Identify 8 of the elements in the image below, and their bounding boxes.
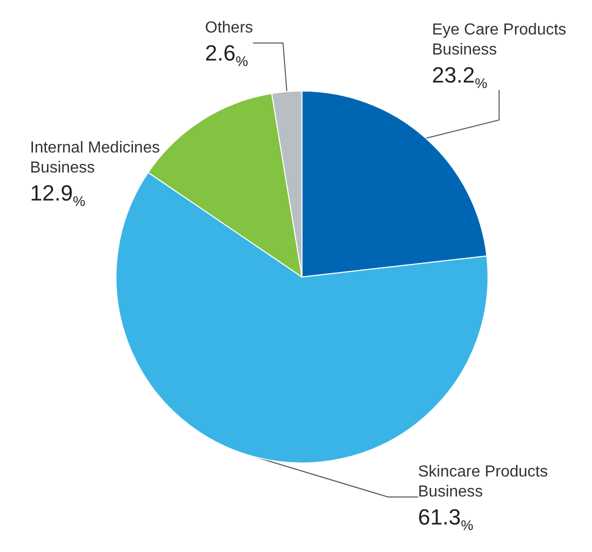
slice-label: Skincare Products Business [418, 464, 548, 500]
slice-label: Others [205, 20, 254, 36]
data-label: 23.2% [432, 62, 488, 91]
slice-label: Eye Care Products Business [432, 22, 566, 58]
data-label: 2.6% [205, 40, 248, 69]
data-label: 61.3% [418, 504, 474, 533]
data-label: 12.9% [30, 180, 86, 209]
slice-label: Internal Medicines Business [30, 140, 160, 176]
